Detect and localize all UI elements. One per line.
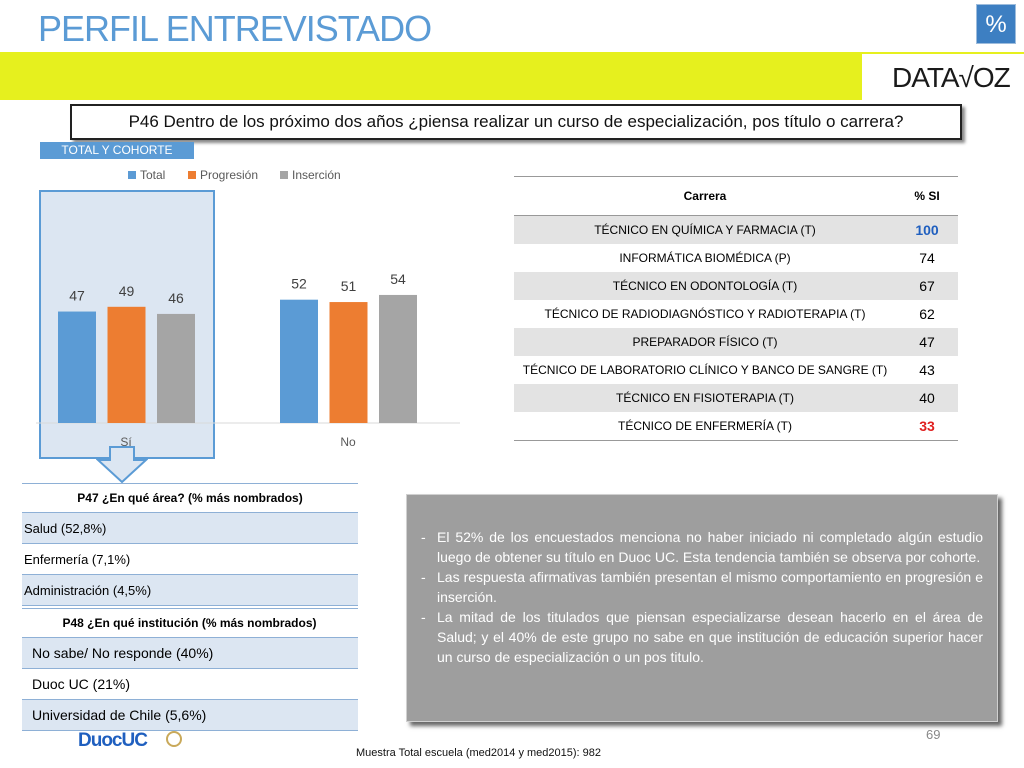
note-item: La mitad de los titulados que piensan es… <box>421 607 983 667</box>
list-item: Duoc UC (21%) <box>22 668 358 700</box>
percent-button[interactable]: % <box>976 4 1016 44</box>
duoc-logo: DuocUC <box>78 730 148 751</box>
career-name: TÉCNICO EN FISIOTERAPIA (T) <box>514 384 896 412</box>
career-value: 33 <box>896 412 958 441</box>
bar-value-label: 54 <box>390 271 406 287</box>
table-row: INFORMÁTICA BIOMÉDICA (P) 74 <box>514 244 958 272</box>
career-value: 43 <box>919 362 935 378</box>
legend-swatch <box>280 171 288 179</box>
bar-value-label: 49 <box>119 283 135 299</box>
career-value: 67 <box>896 272 958 300</box>
career-name: PREPARADOR FÍSICO (T) <box>514 328 896 356</box>
note-item: Las respuesta afirmativas también presen… <box>421 567 983 607</box>
p48-header: P48 ¿En qué institución (% más nombrados… <box>22 608 358 638</box>
bar <box>157 313 195 423</box>
bar <box>329 302 368 423</box>
duoc-seal-icon <box>166 731 182 747</box>
bar <box>280 299 318 423</box>
p48-table: P48 ¿En qué institución (% más nombrados… <box>22 608 358 731</box>
career-col-header: Carrera <box>514 176 896 216</box>
note-item: El 52% de los encuestados menciona no ha… <box>421 527 983 567</box>
table-row: TÉCNICO EN QUÍMICA Y FARMACIA (T) 100 <box>514 215 958 244</box>
legend-label: Total <box>140 168 165 182</box>
table-row: PREPARADOR FÍSICO (T) 47 <box>514 328 958 356</box>
question-box: P46 Dentro de los próximo dos años ¿pien… <box>70 104 962 140</box>
list-item: No sabe/ No responde (40%) <box>22 637 358 669</box>
list-item: Enfermería (7,1%) <box>22 543 358 575</box>
list-item: Administración (4,5%) <box>22 574 358 606</box>
dataoz-logo-text: DATA√OZ <box>892 62 1011 93</box>
category-label: Sí <box>120 435 132 449</box>
cohort-tag: TOTAL Y COHORTE <box>40 142 194 159</box>
career-value: 74 <box>919 250 935 266</box>
career-value: 40 <box>896 384 958 412</box>
bar-value-label: 47 <box>69 288 85 304</box>
legend-label: Progresión <box>200 168 258 182</box>
table-row: TÉCNICO DE ENFERMERÍA (T) 33 <box>514 412 958 441</box>
table-row: TÉCNICO EN ODONTOLOGÍA (T) 67 <box>514 272 958 300</box>
bar <box>107 306 146 423</box>
p47-item: Enfermería (7,1%) <box>22 543 358 575</box>
career-value: 47 <box>896 328 958 356</box>
category-label: No <box>340 435 356 449</box>
career-value: 62 <box>919 306 935 322</box>
table-row: TÉCNICO DE RADIODIAGNÓSTICO Y RADIOTERAP… <box>514 300 958 328</box>
table-row: TÉCNICO EN FISIOTERAPIA (T) 40 <box>514 384 958 412</box>
p47-header: P47 ¿En qué área? (% más nombrados) <box>22 483 358 513</box>
bar <box>379 294 417 423</box>
career-table: Carrera % SI TÉCNICO EN QUÍMICA Y FARMAC… <box>514 176 958 441</box>
legend-label: Inserción <box>292 168 341 182</box>
career-name: TÉCNICO DE LABORATORIO CLÍNICO Y BANCO D… <box>522 363 888 377</box>
page-number: 69 <box>926 727 941 742</box>
p48-item: Duoc UC (21%) <box>22 668 358 700</box>
bar <box>58 311 96 423</box>
career-name: TÉCNICO EN QUÍMICA Y FARMACIA (T) <box>514 215 896 244</box>
notes-panel: El 52% de los encuestados menciona no ha… <box>406 494 998 722</box>
list-item: Universidad de Chile (5,6%) <box>22 699 358 731</box>
si-col-header: % SI <box>896 176 958 216</box>
legend-swatch <box>188 171 196 179</box>
table-row: TÉCNICO DE LABORATORIO CLÍNICO Y BANCO D… <box>514 356 958 384</box>
p48-item: Universidad de Chile (5,6%) <box>22 699 358 731</box>
page-title: PERFIL ENTREVISTADO <box>38 8 432 49</box>
list-item: Salud (52,8%) <box>22 512 358 544</box>
header-band <box>0 52 1024 100</box>
p48-item: No sabe/ No responde (40%) <box>22 637 358 669</box>
p47-item: Administración (4,5%) <box>22 574 358 606</box>
legend-swatch <box>128 171 136 179</box>
p47-table: P47 ¿En qué área? (% más nombrados) Salu… <box>22 483 358 606</box>
bar-chart: Total Progresión Inserción 47 52 49 51 46 54 Sí N… <box>36 168 460 459</box>
bar-value-label: 51 <box>341 278 357 294</box>
career-name: TÉCNICO DE RADIODIAGNÓSTICO Y RADIOTERAP… <box>544 307 866 321</box>
bar-value-label: 46 <box>168 290 184 306</box>
career-name: INFORMÁTICA BIOMÉDICA (P) <box>619 251 791 265</box>
career-value: 100 <box>896 215 958 244</box>
chart-legend: Total Progresión Inserción <box>128 168 341 182</box>
footer-sample-note: Muestra Total escuela (med2014 y med2015… <box>356 747 601 759</box>
bar-value-label: 52 <box>291 276 307 292</box>
down-arrow-icon <box>96 446 148 484</box>
career-name: TÉCNICO DE ENFERMERÍA (T) <box>514 412 896 441</box>
p47-item: Salud (52,8%) <box>22 512 358 544</box>
career-name: TÉCNICO EN ODONTOLOGÍA (T) <box>514 272 896 300</box>
dataoz-logo <box>862 54 1024 100</box>
